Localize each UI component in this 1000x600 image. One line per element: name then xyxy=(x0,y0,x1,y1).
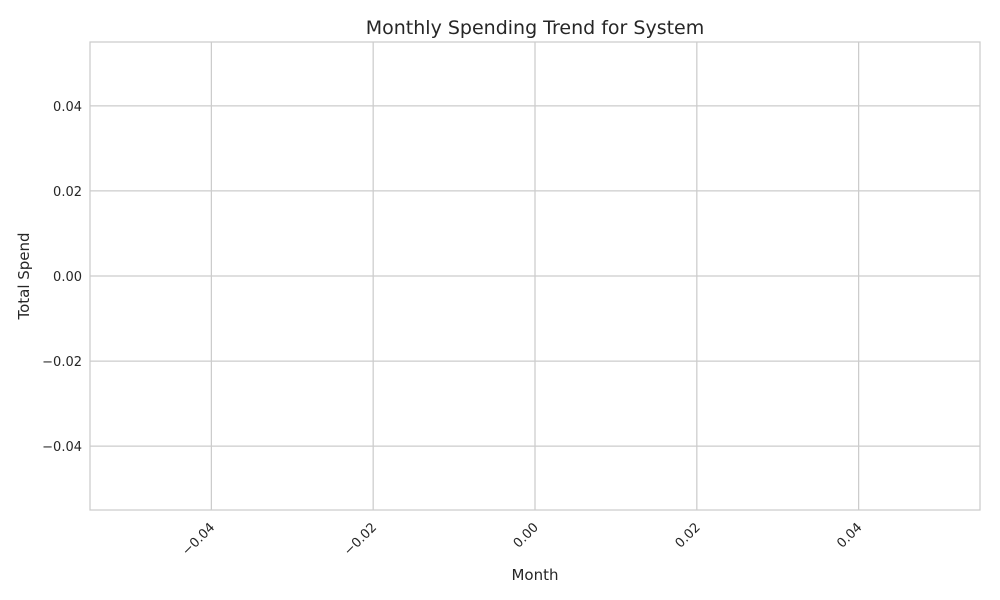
y-tick-label: −0.04 xyxy=(42,440,82,455)
y-tick-label: 0.00 xyxy=(53,270,82,285)
y-tick-label: 0.04 xyxy=(53,100,82,115)
y-axis-label: Total Spend xyxy=(15,232,33,320)
plot-frame xyxy=(89,41,981,511)
y-tick-label: −0.02 xyxy=(42,355,82,370)
y-tick-layer: 0.04 0.02 0.00 −0.02 −0.04 xyxy=(42,100,82,455)
y-tick-label: 0.02 xyxy=(53,185,82,200)
grid-layer xyxy=(90,42,980,510)
chart-title: Monthly Spending Trend for System xyxy=(366,17,705,39)
x-axis-label: Month xyxy=(511,566,558,584)
